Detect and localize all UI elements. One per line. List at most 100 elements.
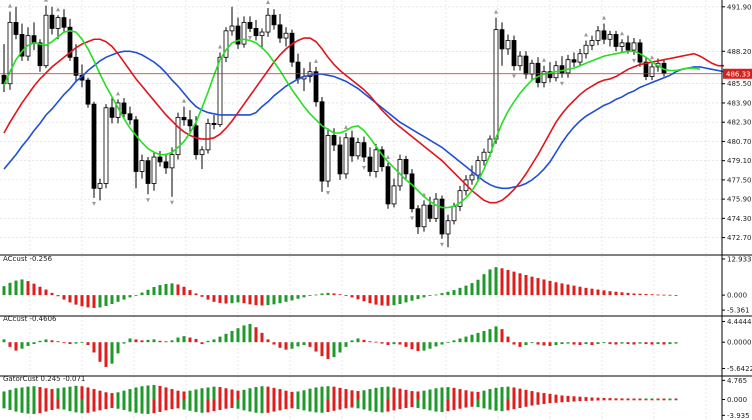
ac2-bar — [356, 338, 360, 343]
candle-bear — [253, 28, 259, 37]
gator-upper-bar — [578, 396, 582, 400]
candle — [133, 116, 139, 189]
gator-upper-bar — [80, 386, 84, 400]
ac2-bar — [488, 329, 492, 343]
ac1-bar — [614, 291, 618, 296]
gator-lower-bar — [182, 399, 186, 410]
ac2-bar — [422, 342, 426, 351]
ac1-bar — [38, 286, 42, 296]
gator-upper-bar — [26, 386, 30, 400]
main-price-panel[interactable] — [0, 0, 725, 248]
gator-lower-bar — [470, 399, 474, 407]
axis-tick-label: 4.4444 — [727, 318, 752, 326]
candle — [373, 143, 379, 178]
ac2-bar — [518, 342, 522, 347]
gator-upper-bar — [32, 386, 36, 400]
ac1-bar — [644, 294, 648, 296]
axis-tick-label: 0.0000 — [727, 339, 752, 347]
gator-lower-bar — [440, 399, 444, 412]
ac1-bar — [494, 267, 498, 296]
candle — [619, 39, 625, 53]
candle-bull — [433, 198, 439, 219]
gator-lower-bar — [332, 399, 336, 411]
gator-lower-bar — [512, 399, 516, 410]
gator-lower-bar — [146, 399, 150, 414]
ac2-bar — [284, 342, 288, 350]
ac2-bar — [530, 342, 534, 344]
gator-upper-bar — [488, 389, 492, 400]
gator-upper-bar — [314, 387, 318, 400]
gator-lower-bar — [416, 399, 420, 408]
candle — [313, 66, 319, 107]
candle — [157, 151, 163, 167]
accelerator-panel-2[interactable] — [2, 324, 678, 367]
ac1-bar — [20, 279, 24, 296]
ac1-bar — [608, 291, 612, 296]
candle — [43, 5, 49, 69]
gator-upper-bar — [416, 391, 420, 400]
gator-lower-bar — [602, 399, 606, 401]
gator-upper-bar — [512, 387, 516, 400]
candle — [385, 163, 391, 209]
candle — [343, 133, 349, 179]
gator-lower-bar — [56, 399, 60, 409]
candle-bear — [367, 156, 373, 172]
candle-bull — [205, 122, 211, 151]
gator-lower-bar — [392, 399, 396, 411]
ac2-bar — [62, 342, 66, 344]
candle — [541, 65, 547, 88]
candle-bull — [103, 107, 109, 184]
candle-bear — [547, 71, 553, 79]
ac2-bar — [392, 342, 396, 345]
gator-panel[interactable] — [2, 385, 678, 414]
ac2-bar — [416, 342, 420, 352]
candle — [97, 178, 103, 201]
ac1-bar — [74, 295, 78, 305]
accelerator-panel-1[interactable] — [2, 267, 678, 308]
candle-bear — [67, 26, 73, 58]
ac1-bar — [524, 275, 528, 296]
candle-bear — [601, 30, 607, 40]
candle — [163, 153, 169, 174]
gator-lower-bar — [362, 399, 366, 410]
candle — [517, 51, 523, 71]
gator-lower-bar — [374, 399, 378, 412]
gator-lower-bar — [368, 399, 372, 411]
gator-upper-bar — [374, 387, 378, 400]
axis-tick-label: 12.933 — [727, 255, 752, 263]
candle-bull — [283, 32, 289, 39]
candle-bear — [613, 34, 619, 47]
alligator-lips-line — [3, 30, 701, 209]
ac2-bar — [182, 336, 186, 343]
gator-upper-bar — [194, 389, 198, 400]
candle — [535, 57, 541, 88]
candle-bear — [313, 71, 319, 103]
candle-bull — [595, 30, 601, 41]
ac1-bar — [236, 295, 240, 303]
gator-upper-bar — [38, 387, 42, 400]
ac1-bar — [344, 295, 348, 296]
gator-upper-bar — [620, 398, 624, 400]
candle — [247, 16, 253, 33]
gator-upper-bar — [470, 391, 474, 400]
ac2-bar — [212, 339, 216, 343]
gator-lower-bar — [62, 399, 66, 410]
gator-lower-bar — [566, 399, 570, 402]
ac2-bar — [596, 342, 600, 345]
gator-upper-bar — [410, 391, 414, 400]
gator-lower-bar — [434, 399, 438, 412]
ac1-bar — [86, 295, 90, 308]
ac2-bar — [452, 340, 456, 343]
ac2-bar — [608, 342, 612, 345]
gator-lower-bar — [542, 399, 546, 404]
candle-bull — [43, 14, 49, 67]
ac2-bar — [350, 340, 354, 343]
candle-bear — [133, 119, 139, 172]
candle-bull — [325, 135, 331, 182]
gator-lower-bar — [26, 399, 30, 414]
gator-upper-bar — [452, 387, 456, 400]
ac2-bar — [470, 334, 474, 343]
gator-lower-bar — [326, 399, 330, 412]
gator-lower-bar — [554, 399, 558, 403]
